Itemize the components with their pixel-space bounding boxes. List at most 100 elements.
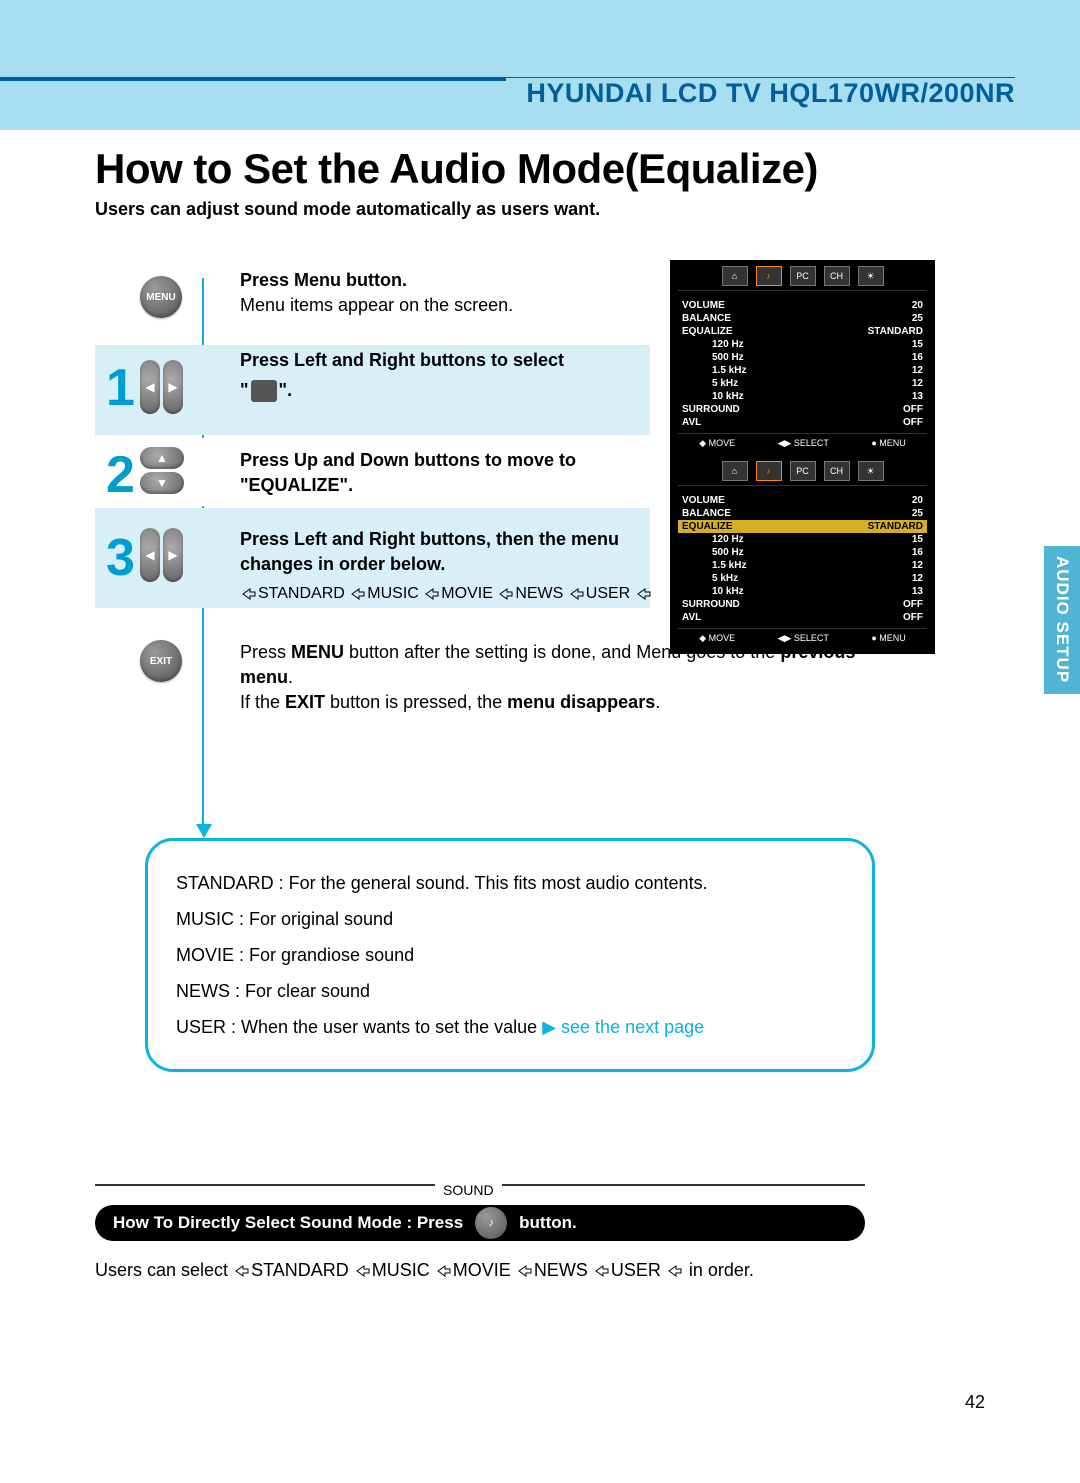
info-link: see the next page <box>561 1017 704 1037</box>
step1-num: 1 <box>106 358 135 418</box>
osd-menu-1: ⌂ ♪ PC CH ☀ VOLUME20BALANCE25EQUALIZESTA… <box>670 260 935 459</box>
osd-row: EQUALIZESTANDARD <box>678 520 927 533</box>
f: ◆ MOVE <box>699 438 735 449</box>
label: EXIT <box>150 656 172 667</box>
osd-row: AVLOFF <box>678 416 927 429</box>
osd-footer: ◆ MOVE ◀▶ SELECT ● MENU <box>678 433 927 449</box>
seq-item: STANDARD <box>258 585 345 602</box>
osd-tab: PC <box>790 461 816 481</box>
product-title: HYUNDAI LCD TV HQL170WR/200NR <box>506 78 1015 109</box>
t: . <box>288 667 293 687</box>
f: ◀▶ SELECT <box>778 438 829 449</box>
osd-row: VOLUME20 <box>678 299 927 312</box>
osd-tab: ♪ <box>756 266 782 286</box>
osd-row: BALANCE25 <box>678 507 927 520</box>
step1-text: Press Menu button. Menu items appear on … <box>240 268 564 403</box>
line: Press Left and Right buttons to select <box>240 350 564 370</box>
t: Press <box>240 642 291 662</box>
info-line: STANDARD : For the general sound. This f… <box>176 865 844 901</box>
osd-row: 500 Hz16 <box>678 351 927 364</box>
info-line: MUSIC : For original sound <box>176 901 844 937</box>
exit-button-icon: EXIT <box>140 640 182 682</box>
osd-row: EQUALIZESTANDARD <box>678 325 927 338</box>
osd-row: 1.5 kHz12 <box>678 364 927 377</box>
step3-text: Press Left and Right buttons, then the m… <box>240 527 653 606</box>
left-right-icon: ◀▶ <box>140 360 183 414</box>
osd-tab: CH <box>824 461 850 481</box>
osd-row: 500 Hz16 <box>678 546 927 559</box>
t: menu disappears <box>507 692 655 712</box>
osd-row: 120 Hz15 <box>678 533 927 546</box>
q: " <box>240 380 249 400</box>
step2-num: 2 <box>106 445 135 505</box>
osd-tab: ⌂ <box>722 461 748 481</box>
q: ". <box>279 380 293 400</box>
menu-button-icon: MENU <box>140 276 182 318</box>
osd-row: 5 kHz12 <box>678 377 927 390</box>
osd-row: SURROUNDOFF <box>678 403 927 416</box>
osd-tab: ♪ <box>756 461 782 481</box>
osd-tab: ⌂ <box>722 266 748 286</box>
info-box: STANDARD : For the general sound. This f… <box>145 838 875 1072</box>
seq-item: MUSIC <box>367 585 419 602</box>
seq-item: STANDARD <box>251 1260 349 1280</box>
osd-menu-2: ⌂ ♪ PC CH ☀ VOLUME20BALANCE25EQUALIZESTA… <box>670 455 935 654</box>
t: button is pressed, the <box>325 692 507 712</box>
osd-footer: ◆ MOVE ◀▶ SELECT ● MENU <box>678 628 927 644</box>
left-right-icon-3: ◀▶ <box>140 528 183 582</box>
sound-label: SOUND <box>435 1182 502 1198</box>
t: MENU <box>291 642 344 662</box>
osd-tabs: ⌂ ♪ PC CH ☀ <box>678 461 927 486</box>
info-line: MOVIE : For grandiose sound <box>176 937 844 973</box>
osd-row: 10 kHz13 <box>678 390 927 403</box>
osd-row: 120 Hz15 <box>678 338 927 351</box>
osd-tab: ☀ <box>858 266 884 286</box>
flow-arrow-icon <box>196 824 212 838</box>
seq-item: MUSIC <box>372 1260 430 1280</box>
t: EXIT <box>285 692 325 712</box>
t: in order. <box>689 1260 754 1280</box>
t: How To Directly Select Sound Mode : Pres… <box>113 1213 463 1233</box>
page-subtitle: Users can adjust sound mode automaticall… <box>95 199 600 220</box>
order-line: Users can select STANDARD MUSIC MOVIE NE… <box>95 1260 754 1281</box>
direct-select-bar: How To Directly Select Sound Mode : Pres… <box>95 1205 865 1241</box>
osd-row: AVLOFF <box>678 611 927 624</box>
sound-button-icon: ♪ <box>475 1207 507 1239</box>
f: ● MENU <box>871 438 905 449</box>
osd-tabs: ⌂ ♪ PC CH ☀ <box>678 266 927 291</box>
line: Press Up and Down buttons to move to <box>240 450 576 470</box>
f: ◆ MOVE <box>699 633 735 644</box>
osd-row: SURROUNDOFF <box>678 598 927 611</box>
page-title: How to Set the Audio Mode(Equalize) <box>95 145 818 193</box>
osd-tab: ☀ <box>858 461 884 481</box>
seq-item: USER <box>611 1260 661 1280</box>
line: Press Left and Right buttons, then the m… <box>240 529 619 549</box>
seq-item: NEWS <box>515 585 563 602</box>
f: ◀▶ SELECT <box>778 633 829 644</box>
step2-text: Press Up and Down buttons to move to "EQ… <box>240 448 576 498</box>
f: ● MENU <box>871 633 905 644</box>
section-tab: AUDIO SETUP <box>1044 546 1080 694</box>
osd-row: 10 kHz13 <box>678 585 927 598</box>
label: MENU <box>146 292 175 303</box>
page-number: 42 <box>965 1392 985 1413</box>
line: Press Menu button. <box>240 270 407 290</box>
osd-tab: PC <box>790 266 816 286</box>
osd-tab: CH <box>824 266 850 286</box>
info-line: USER : When the user wants to set the va… <box>176 1017 542 1037</box>
seq-item: NEWS <box>534 1260 588 1280</box>
osd-row: 1.5 kHz12 <box>678 559 927 572</box>
line: changes in order below. <box>240 554 445 574</box>
line: Menu items appear on the screen. <box>240 293 564 318</box>
line: "EQUALIZE". <box>240 475 353 495</box>
sound-osd-icon <box>251 380 277 402</box>
t: button. <box>519 1213 577 1233</box>
osd-row: BALANCE25 <box>678 312 927 325</box>
t: If the <box>240 692 285 712</box>
osd-row: 5 kHz12 <box>678 572 927 585</box>
seq-item: MOVIE <box>453 1260 511 1280</box>
seq-item: USER <box>586 585 630 602</box>
osd-row: VOLUME20 <box>678 494 927 507</box>
header-band <box>0 0 1080 130</box>
seq-item: MOVIE <box>441 585 493 602</box>
